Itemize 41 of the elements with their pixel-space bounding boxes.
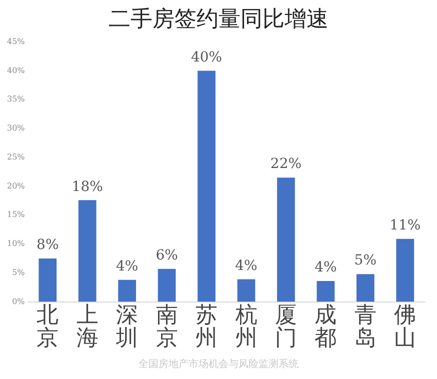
chart-title: 二手房签约量同比增速: [108, 6, 330, 34]
bar: [158, 268, 176, 302]
data-label: 6%: [156, 248, 178, 264]
y-tick-label: 5%: [12, 268, 26, 277]
y-tick-label: 35%: [7, 94, 26, 104]
x-tick-label: 青岛: [354, 303, 376, 352]
x-tick-label: 苏州: [196, 303, 218, 352]
y-tick-label: 0%: [12, 296, 26, 306]
x-tick-label: 深圳: [115, 303, 138, 352]
bar: [198, 70, 216, 302]
data-label: 4%: [116, 258, 138, 274]
y-tick-label: 20%: [7, 181, 26, 190]
x-tick-label: 北京: [36, 303, 59, 352]
x-tick-label: 成都: [314, 303, 337, 352]
bar: [277, 178, 295, 302]
y-tick-label: 25%: [7, 152, 26, 162]
bar: [78, 200, 96, 302]
data-label: 5%: [354, 252, 377, 269]
bar: [356, 274, 374, 302]
y-tick-label: 10%: [7, 239, 26, 248]
y-tick-label: 15%: [7, 210, 26, 220]
x-tick-label: 佛山: [394, 303, 416, 352]
y-tick-label: 40%: [7, 66, 26, 75]
x-tick-label: 杭州: [234, 303, 258, 352]
data-label: 18%: [72, 178, 103, 195]
data-label: 4%: [235, 258, 258, 274]
bar: [118, 280, 136, 302]
data-label: 40%: [190, 49, 222, 66]
y-tick-label: 30%: [7, 124, 26, 133]
y-tick-label: 45%: [7, 36, 26, 46]
bar: [396, 238, 414, 302]
data-label: 4%: [314, 260, 337, 276]
x-tick-label: 厦门: [274, 303, 297, 352]
data-label: 11%: [390, 217, 421, 234]
x-tick-label: 上海: [76, 303, 98, 352]
bar: [38, 258, 57, 302]
bar: [237, 279, 256, 302]
data-label: 8%: [36, 237, 59, 254]
bar: [316, 281, 335, 302]
data-label: 22%: [270, 156, 302, 172]
x-tick-label: 南京: [156, 303, 178, 352]
